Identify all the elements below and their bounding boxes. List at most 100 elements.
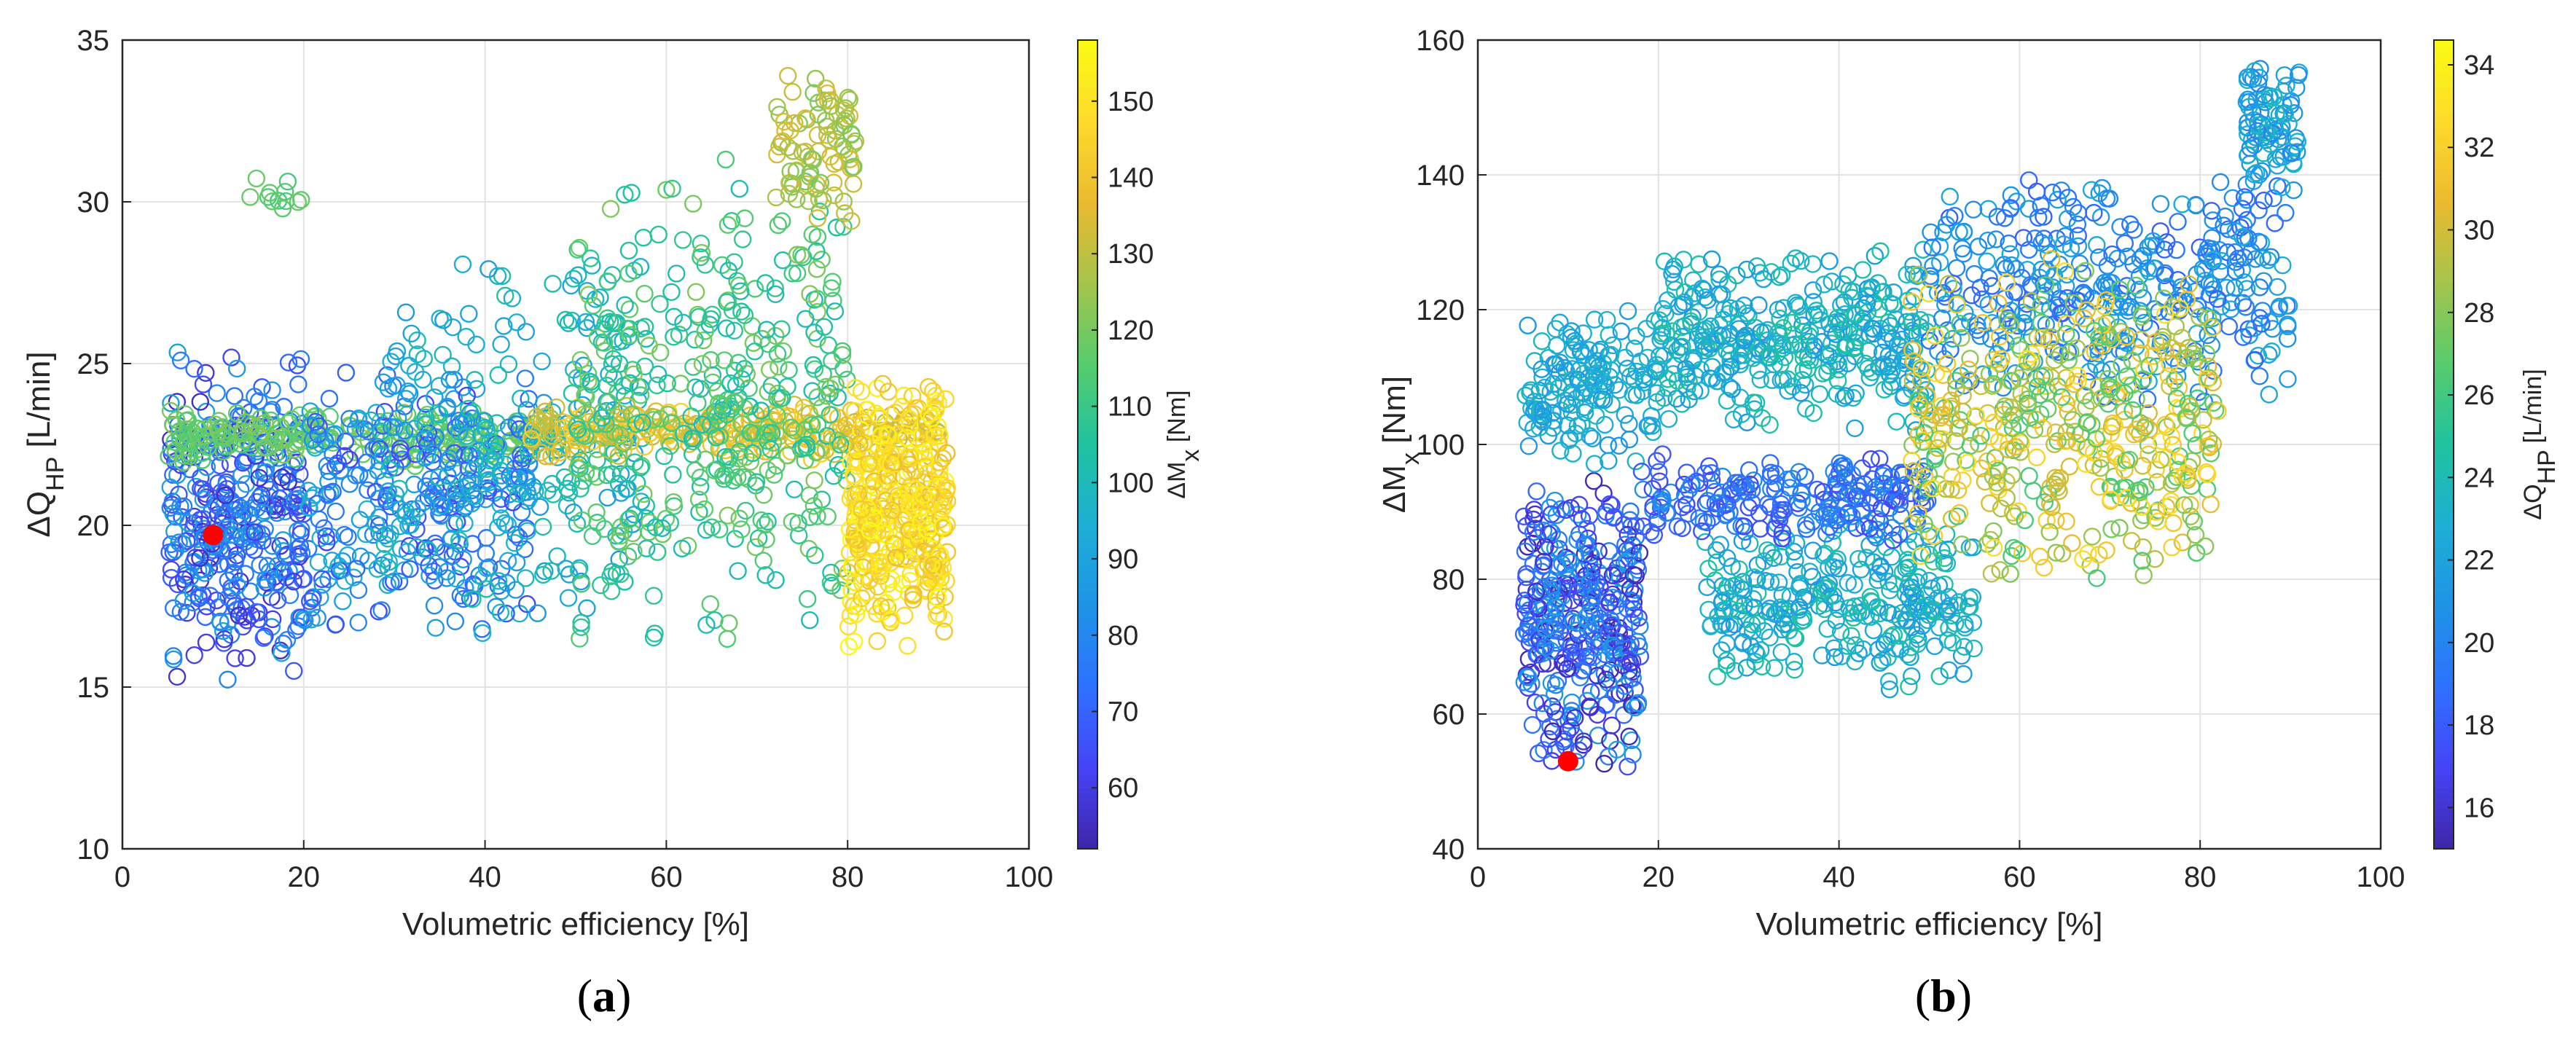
scatter-point (232, 466, 251, 485)
colorbar-segment (1078, 464, 1097, 472)
scatter-point (439, 453, 457, 471)
colorbar-segment (1078, 350, 1097, 358)
scatter-point (178, 603, 196, 622)
scatter-point (334, 552, 352, 570)
scatter-point (250, 610, 268, 629)
scatter-point (311, 588, 329, 607)
scatter-point (289, 539, 308, 558)
scatter-point (216, 505, 234, 523)
scatter-point (168, 343, 187, 361)
scatter-point (445, 370, 463, 389)
scatter-point (416, 415, 434, 434)
colorbar-segment (1078, 734, 1097, 742)
colorbar-segment (1078, 538, 1097, 546)
colorbar-segment (1078, 808, 1097, 816)
scatter-point (234, 431, 253, 449)
scatter-point (262, 411, 280, 430)
scatter-point (168, 393, 187, 411)
scatter-point (281, 586, 300, 605)
scatter-point (448, 513, 466, 531)
scatter-point (292, 191, 310, 209)
colorbar-segment (2434, 640, 2454, 648)
scatter-point (281, 412, 299, 431)
colorbar-segment (2434, 781, 2454, 789)
scatter-point (367, 514, 385, 533)
scatter-point (225, 387, 244, 405)
colorbar-segment (2434, 316, 2454, 324)
scatter-point (302, 611, 321, 629)
colorbar-segment (1078, 269, 1097, 277)
colorbar-segment (1078, 471, 1097, 479)
colorbar-segment (1078, 714, 1097, 722)
scatter-point (197, 364, 215, 383)
scatter-point (185, 359, 203, 378)
colorbar-label-sub: x (1177, 450, 1205, 462)
colorbar-segment (1078, 53, 1097, 61)
colorbar-tick-label: 110 (1108, 392, 1152, 423)
scatter-point (333, 560, 351, 579)
colorbar-segment (1078, 694, 1097, 702)
scatter-point (191, 393, 210, 411)
colorbar-segment (2434, 599, 2454, 607)
colorbar-segment (1078, 364, 1097, 372)
y-axis-label-sub: x (1397, 452, 1425, 465)
scatter-point (290, 431, 309, 449)
colorbar-segment (2434, 410, 2454, 418)
colorbar-segment (1078, 316, 1097, 324)
y-axis-label-main: ΔM (1377, 465, 1412, 513)
colorbar-segment (1078, 377, 1097, 385)
colorbar-segment (1078, 727, 1097, 735)
scatter-point (407, 445, 425, 463)
scatter-point (208, 506, 227, 524)
colorbar-tick-label: 120 (1108, 315, 1154, 346)
scatter-point (170, 485, 188, 503)
scatter-point (291, 501, 310, 519)
colorbar-segment (2434, 511, 2454, 519)
colorbar-segment (1078, 586, 1097, 594)
scatter-point (273, 473, 291, 492)
y-tick-label: 20 (77, 510, 110, 542)
scatter-point (430, 377, 449, 395)
scatter-point (289, 545, 308, 564)
colorbar-tick-label: 90 (1108, 544, 1138, 575)
colorbar-label-unit: [Nm] (1163, 390, 1191, 449)
scatter-point (217, 479, 236, 498)
colorbar-segment (1078, 828, 1097, 836)
y-axis-label-unit: [Nm] (1377, 376, 1412, 452)
colorbar-segment (1078, 242, 1097, 250)
scatter-point (504, 493, 522, 511)
colorbar-segment (2434, 579, 2454, 587)
colorbar-segment (1078, 410, 1097, 418)
scatter-point (210, 555, 229, 573)
scatter-point (299, 540, 318, 558)
colorbar-segment (2434, 660, 2454, 668)
y-tick-label: 25 (77, 348, 110, 380)
colorbar-segment (2434, 828, 2454, 836)
scatter-point (418, 405, 436, 424)
scatter-point (439, 466, 457, 485)
y-axis-label-main: ΔQ (21, 491, 57, 538)
scatter-point (435, 434, 454, 452)
colorbar-segment (2434, 606, 2454, 614)
y-tick-label: 30 (77, 187, 110, 219)
colorbar-segment (1078, 478, 1097, 486)
colorbar-segment (2434, 437, 2454, 445)
scatter-point (161, 401, 180, 420)
colorbar-segment (2434, 431, 2454, 439)
scatter-point (254, 629, 273, 647)
colorbar-segment (1078, 754, 1097, 762)
colorbar-segment (1078, 653, 1097, 661)
scatter-point (274, 445, 292, 464)
colorbar-segment (2434, 586, 2454, 594)
colorbar-segment (2434, 768, 2454, 776)
colorbar-segment (2434, 451, 2454, 459)
colorbar-segment (2434, 458, 2454, 466)
scatter-point (477, 544, 495, 562)
scatter-point (507, 553, 526, 572)
y-axis-label-unit: [L/min] (21, 351, 57, 456)
scatter-point (249, 392, 268, 410)
scatter-point (291, 537, 310, 556)
colorbar-segment (1078, 40, 1097, 48)
colorbar-segment (1078, 579, 1097, 587)
